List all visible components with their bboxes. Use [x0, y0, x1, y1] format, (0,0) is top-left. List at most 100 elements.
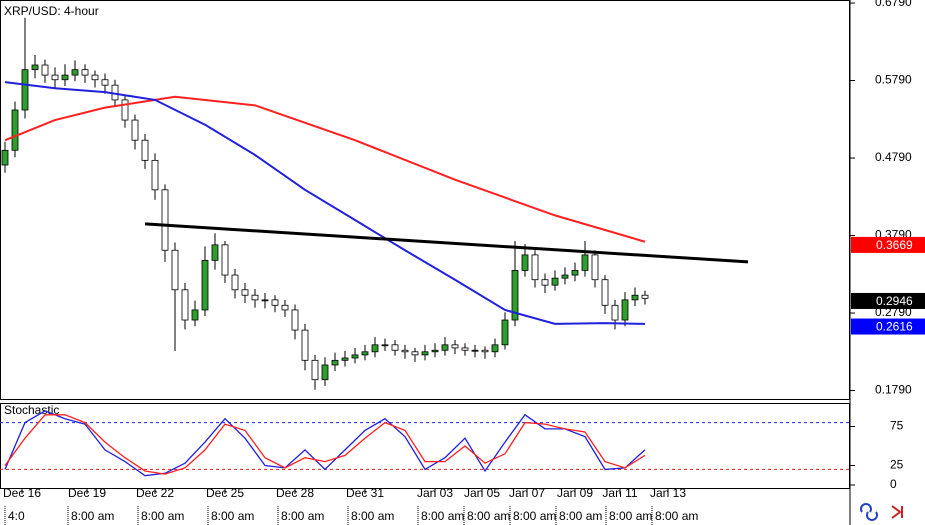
candle-body	[101, 79, 109, 86]
time-tick-label: 8:00 am	[351, 509, 394, 523]
candle-body	[541, 279, 549, 286]
candle-body	[191, 309, 199, 321]
time-tick-label: 8:00 am	[513, 509, 556, 523]
panel-title: Stochastic	[4, 403, 59, 417]
candle-body	[21, 69, 29, 111]
time-tick-label: 8:00 am	[559, 509, 602, 523]
time-tick-label: 8:00 am	[609, 509, 652, 523]
time-tick-label: 8:00 am	[421, 509, 464, 523]
candle-body	[61, 74, 69, 81]
y-tick-label: 75	[890, 419, 904, 433]
candle-body	[621, 299, 629, 321]
x-tick-label: Dec 16	[3, 486, 41, 500]
candle-body	[511, 270, 519, 321]
candle-body	[501, 319, 509, 346]
candle-body	[391, 344, 399, 351]
price-tag	[851, 292, 925, 309]
candle-body	[461, 347, 469, 351]
candle-body	[411, 351, 419, 356]
candle-body	[401, 349, 409, 353]
candle-body	[561, 274, 569, 279]
indicator-line	[144, 222, 749, 264]
candle-body	[241, 289, 249, 296]
x-tick-label: Jan 09	[557, 486, 593, 500]
stoch-panel	[0, 403, 850, 489]
candle-body	[141, 139, 149, 161]
candle-body	[151, 159, 159, 191]
y-tick-label: 0.4790	[875, 150, 912, 164]
candle-body	[341, 357, 349, 361]
candle-body	[471, 349, 479, 352]
time-tick-label: 8:00 am	[467, 509, 510, 523]
indicator-line	[4, 95, 646, 243]
time-tick-label: 8:00 am	[281, 509, 324, 523]
candle-body	[211, 244, 219, 261]
price-panel	[0, 0, 850, 400]
candle-body	[301, 329, 309, 361]
candle-body	[11, 109, 19, 151]
candle-body	[91, 74, 99, 81]
candle-body	[71, 69, 79, 76]
candle-body	[551, 277, 559, 286]
y-tick-label: 0	[890, 477, 897, 491]
candle-body	[201, 259, 209, 311]
candle-body	[271, 299, 279, 306]
candle-body	[41, 64, 49, 76]
toolbar-icons[interactable]	[860, 503, 903, 521]
price-tag	[851, 236, 925, 253]
candle-body	[591, 254, 599, 281]
candle-body	[361, 351, 369, 356]
price-tag-label: 0.2616	[876, 320, 913, 334]
y-tick-label: 0.6790	[875, 0, 912, 9]
time-tick-label: 8:00 am	[71, 509, 114, 523]
x-tick-label: Jan 05	[464, 486, 500, 500]
indicator-line	[4, 81, 646, 325]
candle-body	[161, 189, 169, 251]
candle-body	[131, 119, 139, 141]
x-tick-label: Jan 13	[650, 486, 686, 500]
candle-body	[381, 344, 389, 347]
candle-body	[81, 69, 89, 76]
candle-body	[631, 294, 639, 301]
candle-body	[531, 254, 539, 281]
link-icon[interactable]	[860, 503, 878, 521]
time-tick-label: 8:00 am	[211, 509, 254, 523]
time-tick-label: 8:00 am	[141, 509, 184, 523]
candle-body	[601, 279, 609, 306]
x-tick-label: Dec 22	[136, 486, 174, 500]
candle-body	[321, 364, 329, 381]
candle-body	[611, 304, 619, 321]
candle-body	[251, 294, 259, 301]
candle-body	[181, 289, 189, 321]
candle-body	[351, 354, 359, 359]
y-tick-label: 25	[890, 458, 904, 472]
candle-body	[441, 344, 449, 351]
time-tick-label: 4:0	[8, 509, 25, 523]
candle-body	[171, 249, 179, 291]
x-tick-label: Jan 03	[417, 486, 453, 500]
stoch-line	[4, 414, 646, 475]
candle-body	[1, 149, 9, 166]
x-tick-label: Jan 07	[509, 486, 545, 500]
candle-body	[481, 349, 489, 353]
candle-body	[281, 304, 289, 311]
chart-title: XRP/USD: 4-hour	[4, 4, 99, 18]
arrow-icon[interactable]	[891, 505, 903, 519]
candle-body	[51, 74, 59, 81]
candle-body	[431, 349, 439, 353]
candle-body	[261, 299, 269, 302]
candle-body	[451, 344, 459, 349]
candle-body	[331, 359, 339, 366]
y-tick-label: 0.1790	[875, 383, 912, 397]
candle-body	[311, 359, 319, 381]
price-tag-label: 0.2946	[876, 294, 913, 308]
candle-body	[231, 274, 239, 291]
x-tick-label: Dec 31	[346, 486, 384, 500]
price-tag	[851, 318, 925, 335]
candle-body	[491, 344, 499, 353]
candle-body	[581, 254, 589, 271]
candle-body	[31, 64, 39, 71]
x-tick-label: Jan 11	[602, 486, 637, 500]
x-tick-label: Dec 25	[206, 486, 244, 500]
